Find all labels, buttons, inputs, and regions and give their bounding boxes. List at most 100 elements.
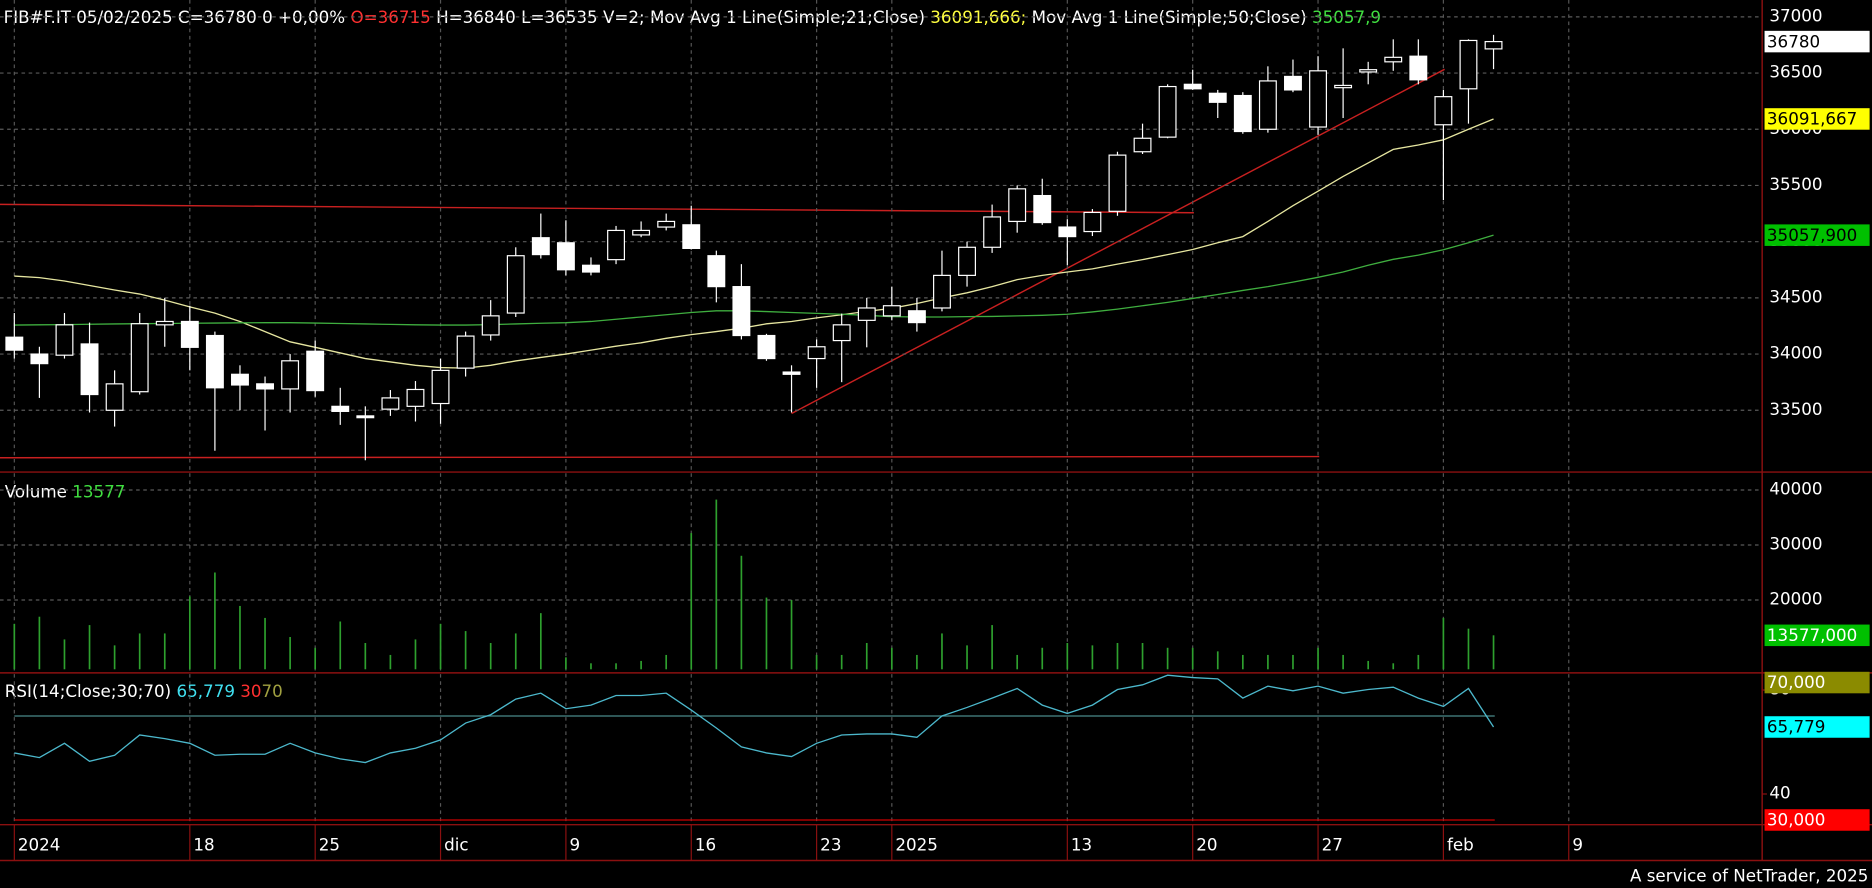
value-box [1764, 671, 1870, 694]
y-tick-label: 35500 [1769, 174, 1822, 194]
volume-bar [890, 647, 893, 670]
volume-bar [1216, 651, 1219, 670]
volume-bar [489, 643, 492, 670]
candle-body [832, 324, 851, 342]
x-tick-label: 20 [1196, 835, 1217, 855]
volume-bar [690, 533, 693, 670]
candle-body [632, 229, 651, 236]
value-box-label: 35057,900 [1767, 225, 1857, 245]
y-tick-label: 40000 [1769, 479, 1822, 499]
volume-bar [1292, 654, 1294, 670]
candle-body [1083, 211, 1102, 233]
x-tick-label: 2025 [895, 835, 938, 855]
volume-bar [715, 499, 718, 670]
rsi-line [14, 674, 1495, 764]
volume-bar [1016, 654, 1019, 670]
x-tick-label: dic [444, 835, 468, 855]
candle-body [456, 335, 475, 369]
volume-bar [264, 617, 266, 670]
value-box [1764, 624, 1870, 647]
value-box [1764, 224, 1870, 246]
candle-body [882, 305, 901, 317]
y-tick-label: 36500 [1769, 62, 1822, 82]
candle-body [55, 324, 74, 356]
volume-bar [1141, 643, 1144, 670]
volume-bar [389, 654, 392, 670]
candle-body [406, 388, 425, 407]
candle-body [1434, 96, 1453, 126]
volume-bar [590, 663, 592, 670]
value-box [1764, 809, 1870, 831]
candle-body [130, 323, 149, 393]
volume-bar [1191, 647, 1194, 670]
candle-body [381, 397, 400, 410]
rsi-title: RSI(14;Close;30;70) 65,779 3070 [5, 680, 283, 700]
candle-body [356, 415, 375, 419]
volume-bar [1392, 663, 1395, 670]
volume-bar [941, 633, 943, 670]
x-tick-label: 23 [820, 835, 841, 855]
x-tick-label: 13 [1071, 835, 1092, 855]
x-tick-label: 9 [569, 835, 580, 855]
candle-body [757, 334, 776, 360]
candle-body [481, 315, 500, 336]
volume-name: Volume [5, 481, 67, 501]
volume-bar [13, 623, 16, 670]
candle-body [907, 310, 926, 324]
rsi-name: RSI(14;Close;30;70) [5, 680, 171, 700]
y-tick-label: 34500 [1769, 286, 1822, 306]
volume-bar [214, 572, 216, 670]
candle-body [857, 307, 876, 321]
volume-bar [1166, 647, 1169, 670]
candle-body [80, 343, 99, 396]
value-box-label: 65,779 [1767, 717, 1825, 737]
candle-body [707, 255, 726, 288]
trend-line [0, 455, 1320, 459]
moving-average [14, 118, 1494, 369]
volume-bar [63, 639, 66, 670]
volume-bar [314, 647, 317, 670]
volume-bar [1367, 660, 1370, 670]
volume-bar [815, 654, 818, 670]
header: FIB#F.IT 05/02/2025 C=36780 0 +0,00% O=3… [4, 6, 1381, 26]
trend-line [0, 203, 1194, 214]
rsi-low-level: 30 [240, 680, 261, 700]
ma50-value: 35057,9 [1312, 6, 1381, 26]
candle-body [231, 373, 249, 386]
volume-bar [1417, 654, 1420, 670]
candle-body [1359, 69, 1378, 73]
volume-bar [1241, 654, 1244, 670]
x-tick-label: 25 [319, 835, 340, 855]
y-tick-label: 33500 [1769, 399, 1822, 419]
ma21-value: 36091,666; [930, 6, 1026, 26]
volume-bar [163, 633, 166, 670]
volume-bar [1442, 617, 1445, 670]
volume-bar [991, 625, 993, 670]
volume-value: 13577 [72, 481, 125, 501]
candle-body [1258, 80, 1277, 130]
candle-body [1133, 137, 1152, 153]
candle-body [732, 286, 751, 337]
value-box-label: 36780 [1767, 31, 1820, 51]
volume-bar [188, 596, 191, 670]
candle-body [531, 237, 550, 256]
candle-body [1158, 85, 1177, 138]
volume-bar [414, 639, 417, 670]
candle-body [1309, 70, 1327, 128]
volume-bar [1091, 645, 1094, 670]
rsi-value: 65,779 [176, 680, 234, 700]
y-tick-label: 30000 [1769, 533, 1822, 553]
candle-body [983, 216, 1002, 248]
candle-body [1033, 194, 1052, 224]
volume-bar [1267, 654, 1269, 670]
volume-bar [289, 637, 291, 670]
y-tick-label: 40 [1769, 782, 1790, 802]
candle-body [155, 320, 174, 326]
volume-bar [640, 660, 642, 670]
volume-bar [138, 633, 141, 670]
volume-bar [539, 613, 542, 670]
volume-bar [740, 555, 743, 670]
volume-bar [1467, 628, 1470, 670]
